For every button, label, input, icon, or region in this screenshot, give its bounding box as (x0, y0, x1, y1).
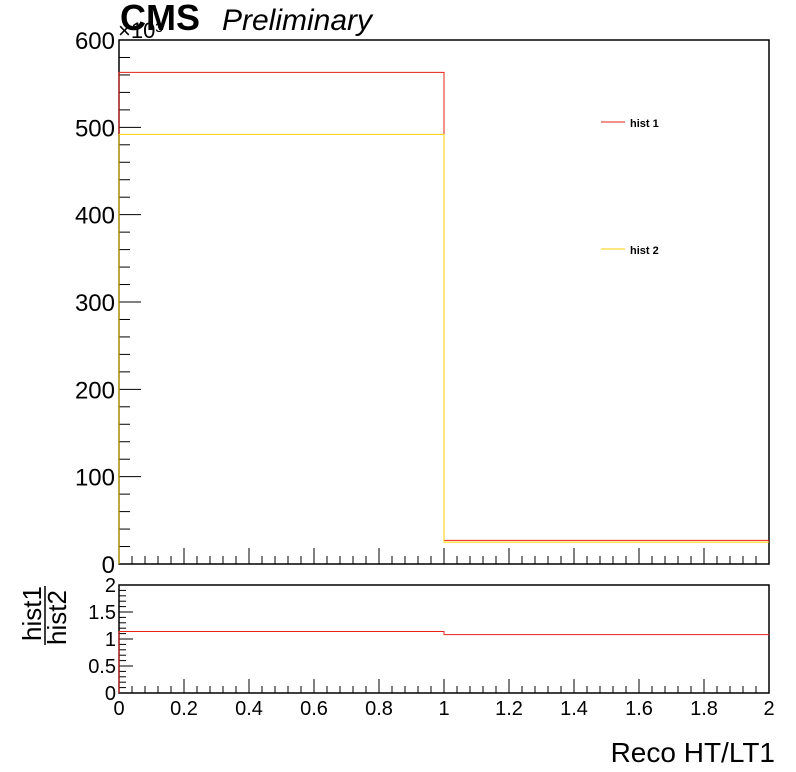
x-axis-title: Reco HT/LT1 (611, 737, 775, 768)
ratio-y-tick-label: 0.5 (88, 656, 116, 678)
y-exponent-label: ×10³ (118, 18, 163, 43)
x-tick-label: 0.2 (170, 698, 198, 720)
ratio-y-tick-label: 2 (105, 575, 116, 597)
ratio-ticks (118, 584, 770, 694)
x-tick-label: 0.8 (365, 698, 393, 720)
ratio-y-tick-label: 0 (105, 683, 116, 705)
x-tick-label: 1.6 (625, 698, 653, 720)
ratio-plot-frame (118, 584, 770, 694)
ratio-y-tick-label: 1.5 (88, 602, 116, 624)
legend-label-hist2: hist 2 (630, 245, 659, 257)
main-y-tick-label: 600 (75, 28, 115, 55)
preliminary-label: Preliminary (222, 4, 374, 37)
main-y-tick-label: 500 (75, 115, 115, 142)
main-y-tick-label: 0 (102, 552, 115, 579)
ratio-y-tick-labels: 0 0.5 1 1.5 2 (88, 575, 116, 705)
ratio-series (118, 630, 769, 693)
ratio-numerator-label: hist1 (17, 586, 47, 641)
ratio-denominator-label: hist2 (42, 590, 72, 645)
x-tick-labels: 0 0.2 0.4 0.6 0.8 1 1.2 1.4 1.6 1.8 2 (113, 698, 774, 720)
ratio-y-axis-label: hist1 hist2 (17, 586, 72, 645)
cms-label: CMS (120, 0, 200, 38)
main-y-tick-label: 200 (75, 377, 115, 404)
x-tick-label: 1.2 (495, 698, 523, 720)
main-y-tick-labels: 0 100 200 300 400 500 600 (75, 28, 115, 579)
legend: hist 1 hist 2 (601, 118, 659, 257)
histogram-line-2 (118, 133, 769, 564)
ratio-y-tick-label: 1 (105, 629, 116, 651)
x-tick-label: 1 (438, 698, 449, 720)
x-tick-label: 0.4 (235, 698, 263, 720)
legend-label-hist1: hist 1 (630, 118, 659, 130)
ratio-line (118, 630, 769, 693)
x-tick-label: 1.4 (560, 698, 588, 720)
x-tick-label: 0 (113, 698, 124, 720)
x-tick-label: 2 (763, 698, 774, 720)
main-series (118, 71, 769, 564)
main-y-tick-label: 300 (75, 290, 115, 317)
x-tick-label: 0.6 (300, 698, 328, 720)
main-y-tick-label: 100 (75, 465, 115, 492)
main-y-tick-label: 400 (75, 203, 115, 230)
x-tick-label: 1.8 (690, 698, 718, 720)
